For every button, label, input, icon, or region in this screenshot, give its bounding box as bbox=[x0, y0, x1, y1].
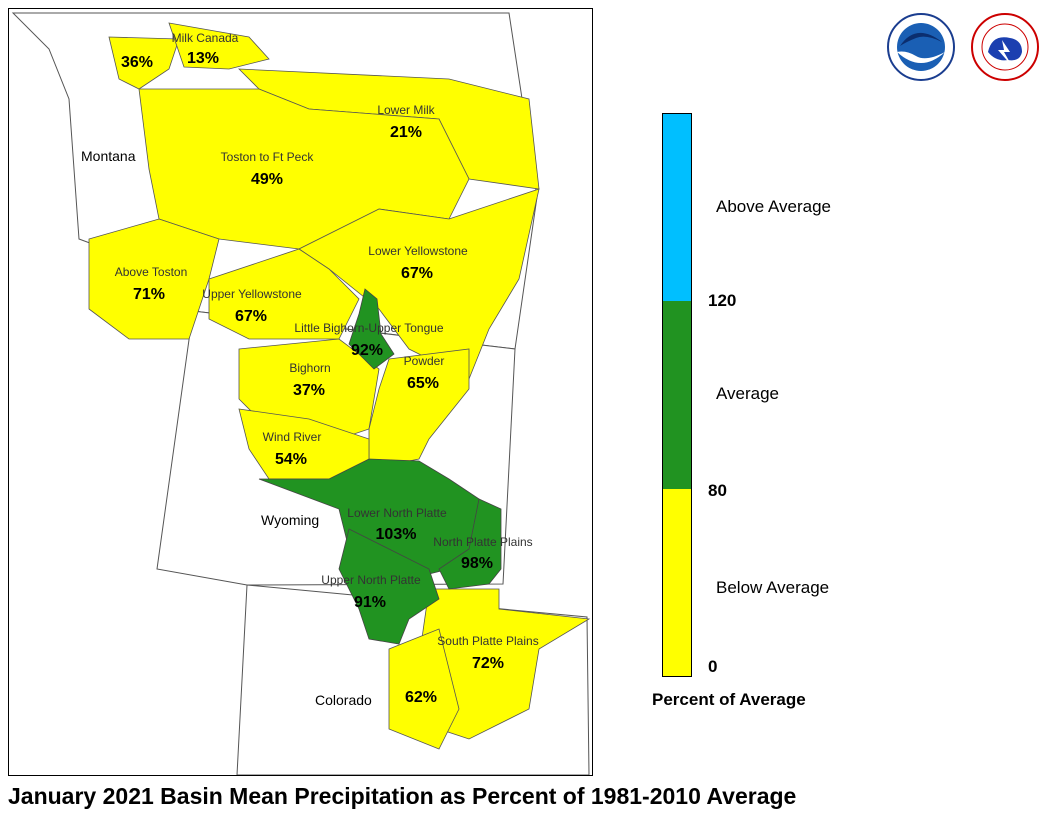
basin-above-toston bbox=[88, 218, 220, 340]
basin-name: Wind River bbox=[263, 430, 322, 444]
basin-powder bbox=[368, 348, 470, 470]
basin-value: 13% bbox=[187, 50, 219, 67]
legend-swatch-below-average bbox=[663, 489, 691, 676]
basin-milk-canada bbox=[168, 22, 270, 70]
basin-name: Powder bbox=[404, 354, 445, 368]
map-frame: Montana Wyoming Colorado Milk Canada 13%… bbox=[8, 8, 593, 776]
basin-map: Montana Wyoming Colorado Milk Canada 13%… bbox=[11, 12, 591, 776]
basin-62 bbox=[388, 628, 460, 750]
basin-name: North Platte Plains bbox=[433, 535, 532, 549]
basin-36 bbox=[108, 36, 180, 90]
basin-name: Upper North Platte bbox=[321, 573, 421, 587]
basin-value: 91% bbox=[354, 594, 386, 611]
legend-label-average: Average bbox=[716, 384, 780, 403]
basin-little-bighorn-upper-tongue bbox=[348, 288, 395, 370]
basin-value: 21% bbox=[390, 124, 422, 141]
basin-value: 37% bbox=[293, 382, 325, 399]
basin-lower-yellowstone bbox=[298, 188, 540, 380]
legend-swatch-above-average bbox=[663, 114, 691, 301]
state-label-wyoming: Wyoming bbox=[261, 512, 319, 528]
basin-name: Upper Yellowstone bbox=[202, 287, 302, 301]
basin-name: Little Bighorn-Upper Tongue bbox=[294, 321, 444, 335]
basin-name: Bighorn bbox=[289, 361, 330, 375]
state-label-montana: Montana bbox=[81, 148, 136, 164]
legend-tick-0: 0 bbox=[708, 657, 718, 676]
basin-value: 65% bbox=[407, 375, 439, 392]
basin-value: 67% bbox=[401, 265, 433, 282]
noaa-logo bbox=[886, 12, 956, 82]
legend-label-below-average: Below Average bbox=[716, 578, 830, 597]
basin-value: 36% bbox=[121, 54, 153, 71]
basin-name: South Platte Plains bbox=[437, 634, 538, 648]
legend-color-bar bbox=[662, 113, 692, 677]
basin-upper-north-platte bbox=[338, 528, 440, 645]
basin-name: Lower Yellowstone bbox=[368, 244, 468, 258]
basin-value: 103% bbox=[376, 526, 417, 543]
basin-name: Milk Canada bbox=[172, 31, 239, 45]
basin-value: 92% bbox=[351, 342, 383, 359]
basin-value: 71% bbox=[133, 286, 165, 303]
basin-value: 72% bbox=[472, 655, 504, 672]
basin-name: Toston to Ft Peck bbox=[221, 150, 315, 164]
basin-value: 98% bbox=[461, 555, 493, 572]
basin-upper-yellowstone bbox=[208, 248, 360, 340]
basin-value: 67% bbox=[235, 308, 267, 325]
basin-north-platte-plains bbox=[438, 498, 502, 590]
basin-value: 62% bbox=[405, 689, 437, 706]
state-label-colorado: Colorado bbox=[315, 692, 372, 708]
legend-tick-80: 80 bbox=[708, 481, 727, 500]
national-weather-service-logo bbox=[970, 12, 1040, 82]
legend-label-above-average: Above Average bbox=[716, 197, 831, 216]
legend-swatch-average bbox=[663, 301, 691, 489]
basin-value: 54% bbox=[275, 451, 307, 468]
map-title: January 2021 Basin Mean Precipitation as… bbox=[8, 783, 797, 809]
basin-name: Above Toston bbox=[115, 265, 188, 279]
legend-tick-120: 120 bbox=[708, 291, 737, 310]
legend-title: Percent of Average bbox=[652, 690, 806, 709]
basin-name: Lower North Platte bbox=[347, 506, 447, 520]
basin-name: Lower Milk bbox=[377, 103, 435, 117]
basin-value: 49% bbox=[251, 171, 283, 188]
